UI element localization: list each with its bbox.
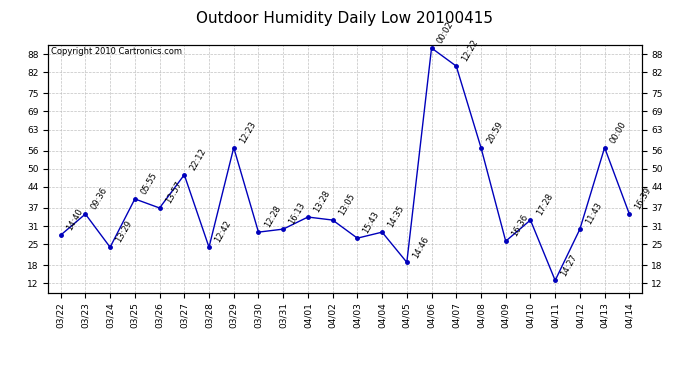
Text: 17:28: 17:28 [535,192,554,217]
Text: Outdoor Humidity Daily Low 20100415: Outdoor Humidity Daily Low 20100415 [197,11,493,26]
Text: 11:43: 11:43 [584,201,604,226]
Text: 05:55: 05:55 [139,171,159,196]
Text: 14:40: 14:40 [65,207,84,232]
Text: 00:02: 00:02 [435,20,455,45]
Text: 12:28: 12:28 [263,204,282,230]
Text: 16:39: 16:39 [633,186,653,211]
Text: 12:22: 12:22 [460,38,480,63]
Text: 13:05: 13:05 [337,192,357,217]
Text: 12:42: 12:42 [213,219,233,245]
Text: 09:36: 09:36 [90,186,109,211]
Text: 20:59: 20:59 [485,120,505,145]
Text: 16:36: 16:36 [510,213,530,238]
Text: 15:43: 15:43 [362,210,382,236]
Text: 14:35: 14:35 [386,204,406,230]
Text: 14:27: 14:27 [560,252,579,278]
Text: 13:57: 13:57 [164,180,184,205]
Text: 14:46: 14:46 [411,234,431,260]
Text: 13:28: 13:28 [312,189,332,214]
Text: 13:29: 13:29 [115,219,134,245]
Text: Copyright 2010 Cartronics.com: Copyright 2010 Cartronics.com [51,48,182,57]
Text: 12:23: 12:23 [238,120,257,145]
Text: 00:00: 00:00 [609,120,629,145]
Text: 16:13: 16:13 [287,201,307,226]
Text: 22:12: 22:12 [188,147,208,172]
